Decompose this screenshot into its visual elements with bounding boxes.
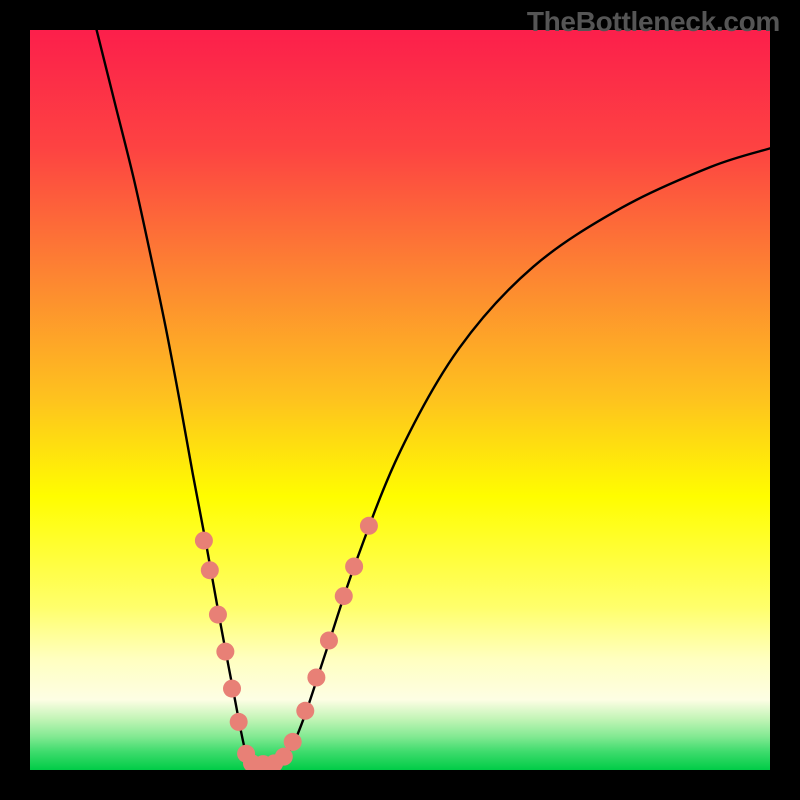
data-marker [201, 561, 219, 579]
data-marker [223, 680, 241, 698]
data-marker [209, 606, 227, 624]
data-marker [335, 587, 353, 605]
data-marker [296, 702, 314, 720]
data-marker [345, 558, 363, 576]
data-marker [230, 713, 248, 731]
watermark-text: TheBottleneck.com [527, 6, 780, 38]
data-marker [320, 632, 338, 650]
data-marker [216, 643, 234, 661]
chart-container: TheBottleneck.com [0, 0, 800, 800]
data-marker [307, 669, 325, 687]
gradient-background [30, 30, 770, 770]
data-marker [284, 733, 302, 751]
plot-area [30, 30, 770, 770]
plot-svg [30, 30, 770, 770]
data-marker [195, 532, 213, 550]
data-marker [360, 517, 378, 535]
